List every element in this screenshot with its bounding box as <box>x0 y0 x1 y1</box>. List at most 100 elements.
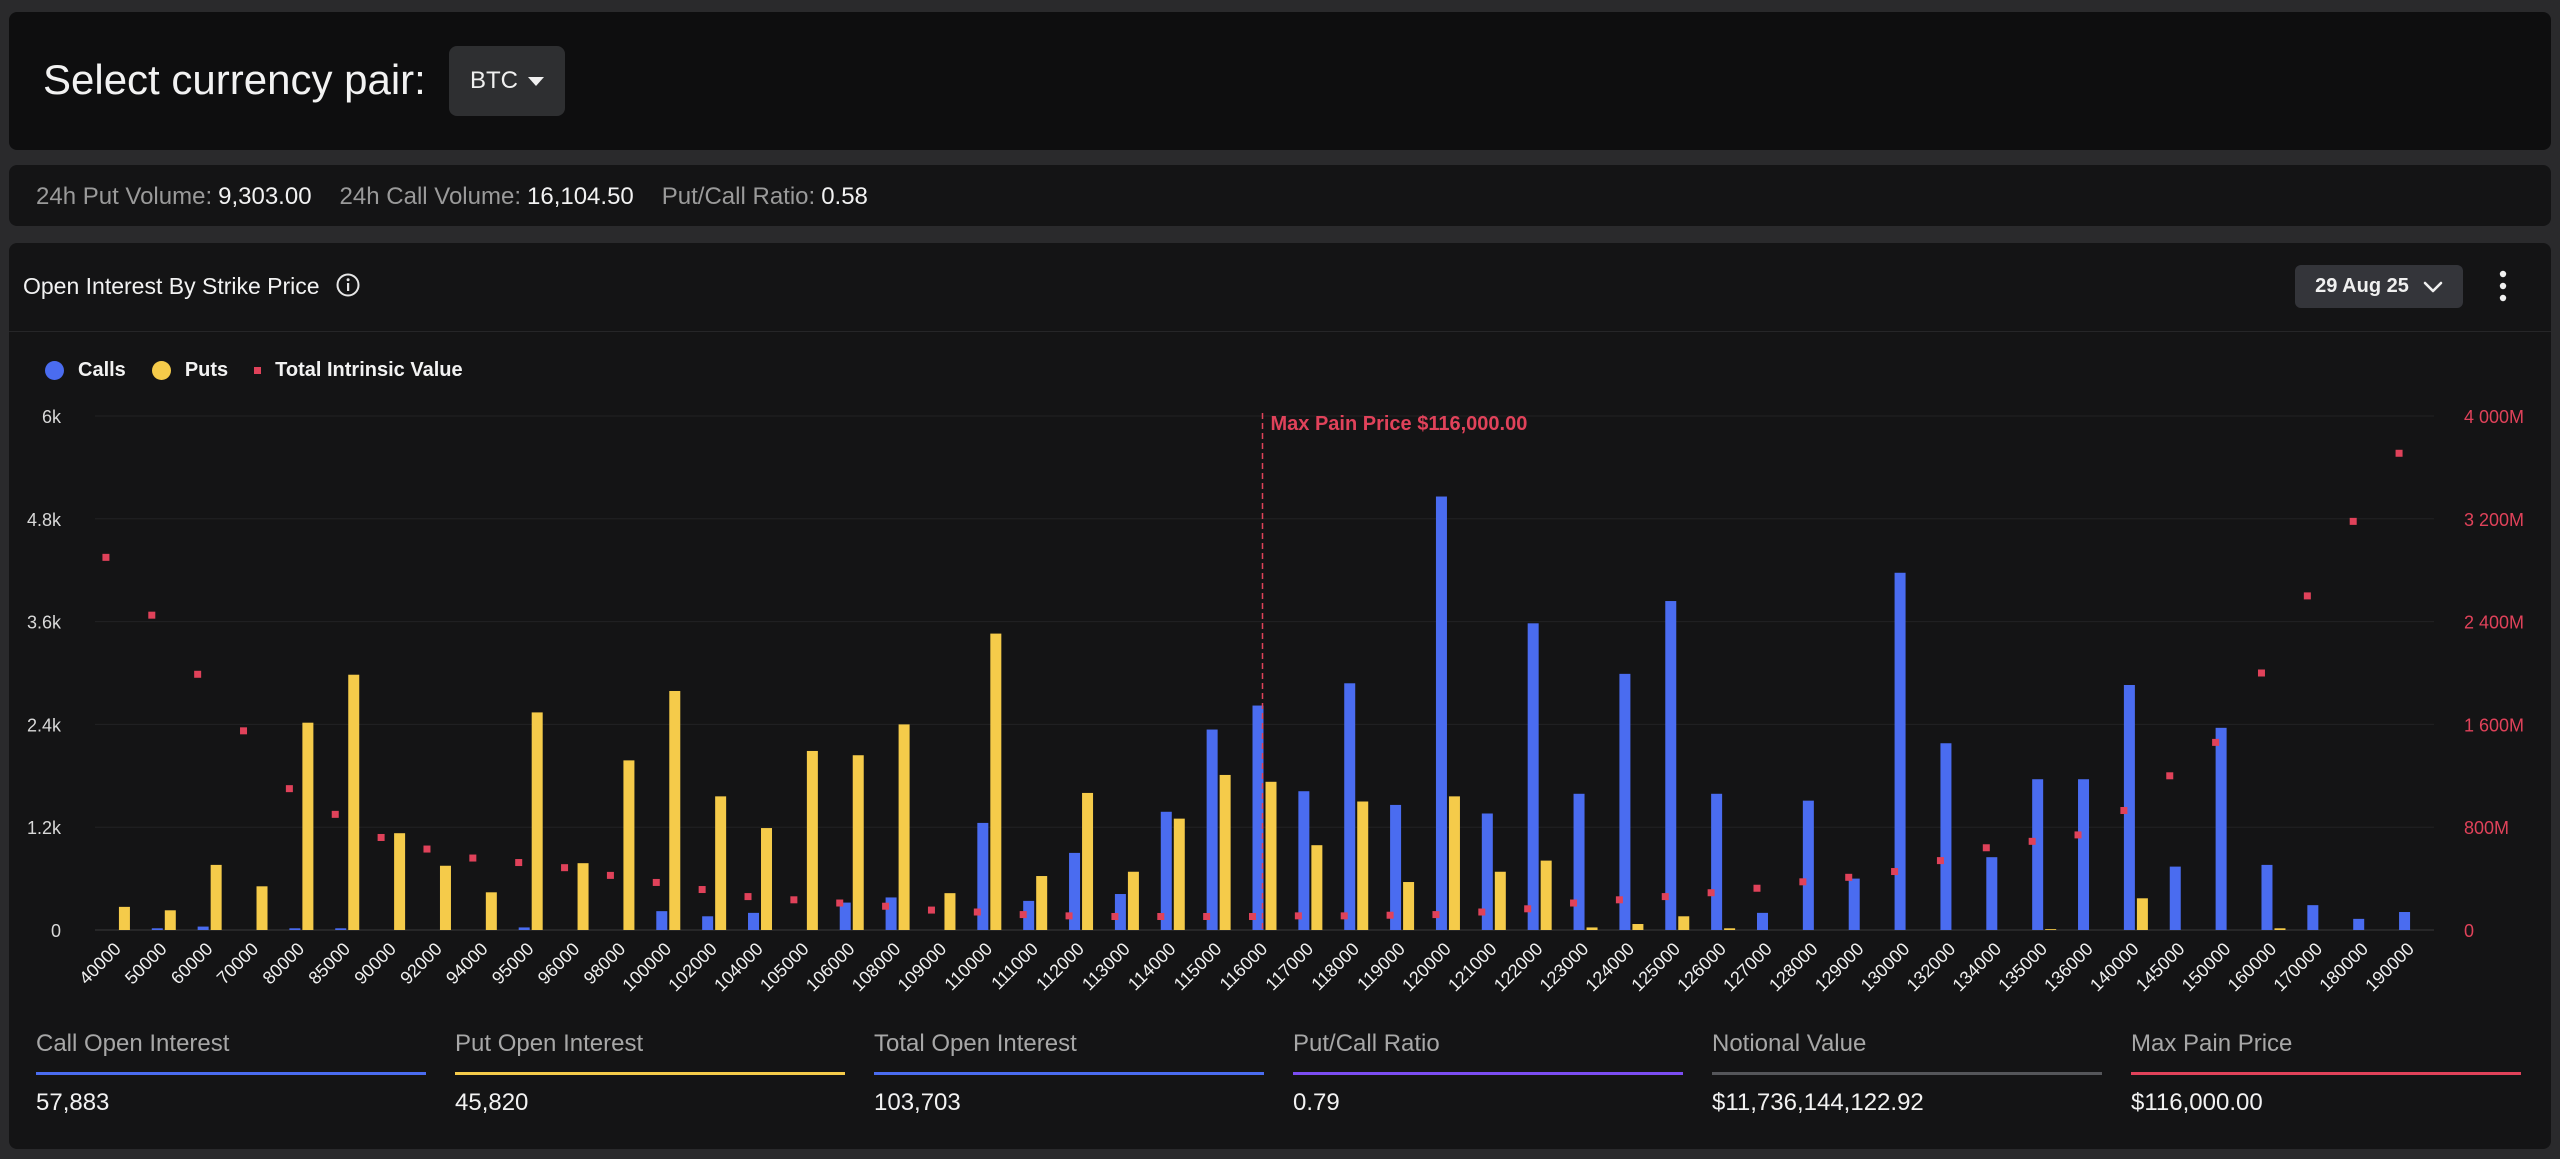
currency-selector-title: Select currency pair: <box>43 56 426 103</box>
legend-calls[interactable]: Calls <box>45 359 126 382</box>
x-tick-label: 136000 <box>2040 939 2097 996</box>
put-bar <box>1678 916 1690 930</box>
call-bar <box>1298 791 1310 930</box>
intrinsic-value-point <box>790 896 798 904</box>
intrinsic-value-point <box>1478 908 1486 916</box>
call-bar <box>1023 900 1035 930</box>
currency-selector-panel: Select currency pair: BTC <box>9 12 2551 150</box>
put-bar <box>1724 928 1736 930</box>
x-tick-label: 150000 <box>2178 939 2235 996</box>
stat-call-volume: 24h Call Volume: 16,104.50 <box>339 183 634 210</box>
x-tick-label: 108000 <box>848 939 905 996</box>
call-bar <box>1573 793 1585 930</box>
put-bar <box>485 892 497 930</box>
call-bar <box>289 928 301 930</box>
put-bar <box>577 863 589 930</box>
legend-puts[interactable]: Puts <box>151 359 228 382</box>
x-tick-label: 113000 <box>1078 939 1134 995</box>
x-tick-label: 112000 <box>1032 939 1088 995</box>
call-bar <box>335 928 347 930</box>
x-tick-label: 100000 <box>618 939 675 996</box>
put-bar <box>990 633 1002 930</box>
intrinsic-value-point <box>1799 878 1807 886</box>
intrinsic-value-point <box>1065 912 1073 920</box>
y-right-tick-label: 2 400M <box>2464 613 2524 633</box>
call-bar <box>1435 496 1447 930</box>
summary-notional-value: Notional Value $11,736,144,122.92 <box>1712 1030 2102 1117</box>
put-bar <box>1494 871 1506 930</box>
y-right-tick-label: 0 <box>2464 921 2474 941</box>
intrinsic-value-point <box>2303 592 2311 600</box>
intrinsic-value-point <box>377 833 385 841</box>
stat-put-volume: 24h Put Volume: 9,303.00 <box>36 183 312 210</box>
x-tick-label: 102000 <box>664 939 721 996</box>
x-tick-label: 190000 <box>2361 939 2418 996</box>
intrinsic-value-point <box>1203 913 1211 921</box>
x-tick-label: 132000 <box>1903 939 1960 996</box>
y-left-tick-label: 3.6k <box>27 613 62 633</box>
x-tick-label: 119000 <box>1353 939 1409 995</box>
call-bar <box>1206 729 1218 930</box>
call-bar <box>1619 673 1631 930</box>
intrinsic-value-point <box>194 670 202 678</box>
summary-total-oi: Total Open Interest 103,703 <box>874 1030 1264 1117</box>
intrinsic-value-point <box>652 878 660 886</box>
legend-intrinsic[interactable]: Total Intrinsic Value <box>254 359 463 382</box>
call-bar <box>1711 793 1723 930</box>
expiry-date-dropdown[interactable]: 29 Aug 25 <box>2295 265 2463 308</box>
intrinsic-value-point <box>2349 517 2357 525</box>
more-vertical-icon[interactable] <box>2493 269 2513 303</box>
call-bar <box>2353 918 2365 930</box>
call-bar <box>656 911 668 930</box>
x-tick-label: 124000 <box>1582 939 1639 996</box>
x-tick-label: 104000 <box>710 939 767 996</box>
currency-dropdown-button[interactable]: BTC <box>449 46 565 116</box>
call-bar <box>2169 866 2181 930</box>
intrinsic-value-point <box>973 908 981 916</box>
call-bar <box>1940 743 1952 930</box>
put-bar <box>1219 774 1231 930</box>
x-tick-label: 50000 <box>121 939 171 989</box>
put-bar <box>1127 871 1139 930</box>
stat-put-call-ratio: Put/Call Ratio: 0.58 <box>661 183 868 210</box>
put-bar <box>439 865 451 930</box>
put-bar <box>623 760 635 930</box>
put-bar <box>210 864 222 930</box>
info-icon[interactable] <box>335 272 361 298</box>
summary-put-oi: Put Open Interest 45,820 <box>455 1030 845 1117</box>
call-bar <box>2399 912 2411 930</box>
x-tick-label: 114000 <box>1124 939 1180 995</box>
intrinsic-value-point <box>1845 873 1853 881</box>
x-tick-label: 180000 <box>2315 939 2372 996</box>
put-bar <box>1265 781 1277 930</box>
y-right-tick-label: 800M <box>2464 818 2509 838</box>
intrinsic-value-point <box>1111 913 1119 921</box>
summary-put-call-ratio: Put/Call Ratio 0.79 <box>1293 1030 1683 1117</box>
puts-swatch <box>151 361 171 380</box>
currency-value: BTC <box>470 67 518 94</box>
intrinsic-value-point <box>1936 857 1944 865</box>
open-interest-panel: Open Interest By Strike Price 29 Aug 25 … <box>9 243 2551 1149</box>
intrinsic-value-point <box>2028 837 2036 845</box>
intrinsic-value-point <box>1249 913 1256 921</box>
put-bar <box>531 712 543 930</box>
intrinsic-value-point <box>1432 911 1440 919</box>
call-bar <box>885 897 897 930</box>
x-tick-label: 106000 <box>802 939 859 996</box>
chart-header: Open Interest By Strike Price 29 Aug 25 <box>9 243 2551 332</box>
x-tick-label: 109000 <box>894 939 951 996</box>
call-bar <box>1802 800 1814 930</box>
call-bar <box>748 912 760 930</box>
x-tick-label: 117000 <box>1262 939 1318 995</box>
y-right-tick-label: 1 600M <box>2464 715 2524 735</box>
call-bar <box>977 822 989 930</box>
intrinsic-value-point <box>1157 913 1165 921</box>
put-bar <box>256 886 268 930</box>
intrinsic-value-point <box>1524 905 1532 913</box>
call-bar <box>1252 705 1264 930</box>
x-tick-label: 125000 <box>1627 939 1684 996</box>
put-bar <box>944 893 956 930</box>
call-bar <box>2215 727 2227 930</box>
call-bar <box>2261 864 2273 930</box>
x-tick-label: 135000 <box>1994 939 2051 996</box>
